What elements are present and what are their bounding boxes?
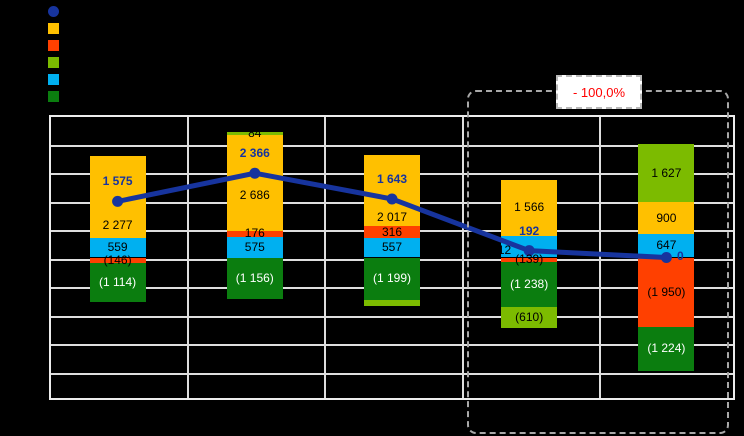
red-series-legend-marker bbox=[48, 40, 59, 51]
orange-bar-segment bbox=[226, 135, 283, 231]
cyan-bar-segment bbox=[89, 237, 146, 258]
gridline-horizontal bbox=[51, 315, 733, 318]
gridline-vertical bbox=[324, 117, 327, 398]
light-green-bar-segment bbox=[501, 306, 558, 329]
dark-green-bar-segment bbox=[638, 326, 695, 371]
gridline-vertical bbox=[598, 117, 601, 398]
light-green-bar-segment bbox=[364, 300, 420, 306]
orange-bar-segment bbox=[501, 179, 558, 236]
light-green-series-legend-marker bbox=[48, 57, 59, 68]
cyan-bar-segment bbox=[226, 237, 283, 258]
red-bar-segment bbox=[638, 257, 695, 327]
line-series-legend-marker bbox=[48, 6, 59, 17]
dark-green-bar-segment bbox=[89, 262, 146, 303]
gridline-horizontal bbox=[51, 372, 733, 375]
red-bar-segment bbox=[364, 226, 420, 238]
dark-green-series-legend-marker bbox=[48, 91, 59, 102]
gridline-horizontal bbox=[51, 144, 733, 147]
change-annotation-label: - 100,0% bbox=[572, 84, 626, 100]
cyan-bar-segment bbox=[638, 234, 695, 258]
orange-bar-segment bbox=[638, 202, 695, 235]
gridline-horizontal bbox=[51, 344, 733, 346]
light-green-bar-segment bbox=[638, 144, 695, 203]
dark-green-bar-segment bbox=[226, 257, 283, 299]
orange-bar-segment bbox=[89, 156, 146, 238]
orange-bar-segment bbox=[364, 154, 420, 227]
gridline-vertical bbox=[187, 117, 190, 398]
change-annotation: - 100,0% bbox=[556, 75, 642, 109]
red-bar-segment bbox=[89, 257, 146, 263]
gridline-vertical bbox=[461, 117, 464, 398]
cyan-bar-segment bbox=[501, 235, 558, 258]
cyan-bar-segment bbox=[364, 237, 420, 258]
dark-green-bar-segment bbox=[501, 262, 558, 307]
light-green-bar-segment bbox=[226, 132, 283, 136]
red-bar-segment bbox=[226, 230, 283, 237]
orange-series-legend-marker bbox=[48, 23, 59, 34]
cyan-series-legend-marker bbox=[48, 74, 59, 85]
dark-green-bar-segment bbox=[364, 257, 420, 301]
